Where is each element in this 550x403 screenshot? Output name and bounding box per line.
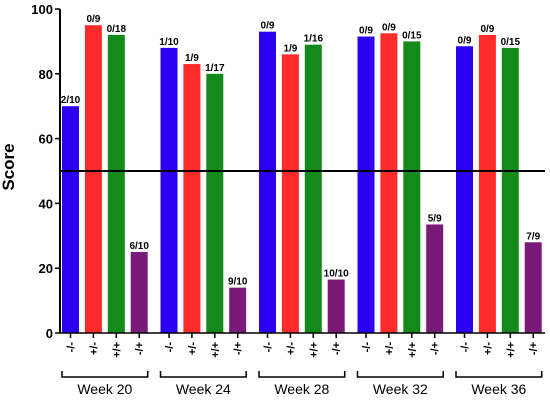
bar-label-5-1: 0/9	[458, 35, 472, 46]
bar-1-3	[107, 34, 125, 334]
group-bracket-3	[258, 371, 346, 378]
category-label-2-1: -/-	[164, 342, 176, 353]
category-label-5-3: +/+	[505, 342, 517, 358]
group-label-5: Week 36	[471, 381, 526, 397]
y-tick-label-80: 80	[39, 67, 53, 82]
category-label-4-3: +/+	[407, 342, 419, 358]
bar-label-3-2: 1/9	[283, 43, 297, 54]
bar-label-3-3: 1/16	[304, 34, 324, 45]
category-label-3-4: -/+	[331, 342, 343, 355]
bar-1-4	[130, 252, 148, 333]
bar-label-5-2: 0/9	[480, 24, 494, 35]
bar-label-2-3: 1/17	[205, 63, 225, 74]
bar-1-2	[84, 25, 102, 333]
bar-label-2-1: 1/10	[159, 37, 179, 48]
y-tick-label-40: 40	[39, 196, 53, 211]
category-label-4-2: +/-	[384, 342, 396, 355]
group-bracket-4	[356, 371, 444, 378]
category-label-5-2: +/-	[482, 342, 494, 355]
bar-label-4-2: 0/9	[382, 22, 396, 33]
category-label-1-3: +/+	[111, 342, 123, 358]
group-labels: Week 20 Week 24 Week 28 Week 32 Week 36	[61, 371, 543, 397]
bar-4-1	[357, 36, 375, 333]
axes: 0 20 40 60 80 100	[31, 2, 545, 341]
bar-5-2	[478, 34, 496, 334]
category-label-4-1: -/-	[361, 342, 373, 353]
category-label-5-1: -/-	[460, 342, 472, 353]
category-label-1-2: +/-	[88, 342, 100, 355]
category-label-3-2: +/-	[285, 342, 297, 355]
y-tick-label-100: 100	[31, 2, 53, 17]
bar-label-3-4: 10/10	[324, 269, 349, 280]
bars	[62, 25, 542, 334]
bar-5-1	[456, 46, 473, 333]
bar-label-4-4: 5/9	[428, 213, 442, 224]
y-tick-label-60: 60	[39, 132, 53, 147]
bar-label-3-1: 0/9	[261, 21, 275, 32]
bar-5-4	[524, 242, 542, 333]
bar-5-3	[501, 47, 519, 333]
bar-labels: 2/10 0/9 0/18 6/10 1/10 1/9 1/17 9/10 0/9 1/9 1/16…	[61, 14, 541, 287]
bar-label-1-2: 0/9	[86, 14, 100, 25]
bar-label-2-2: 1/9	[185, 53, 199, 64]
bar-2-4	[229, 287, 247, 333]
bar-label-1-4: 6/10	[129, 241, 149, 252]
bar-label-4-3: 0/15	[402, 30, 422, 41]
bar-4-2	[380, 33, 398, 334]
bar-3-2	[281, 54, 299, 334]
bar-label-5-3: 0/15	[501, 37, 521, 48]
category-label-2-3: +/+	[210, 342, 222, 358]
bar-3-3	[304, 44, 322, 333]
category-label-4-4: -/+	[430, 342, 442, 355]
bar-2-1	[160, 47, 178, 333]
y-tick-label-20: 20	[39, 261, 53, 276]
category-labels: -/- +/- +/+ -/+ -/- +/- +/+ -/+ -/- +/- +/+ -/+ -/- +…	[66, 342, 541, 358]
category-label-2-4: -/+	[233, 342, 245, 355]
bar-3-4	[327, 279, 345, 333]
category-label-3-1: -/-	[263, 342, 275, 353]
group-bracket-1	[61, 371, 149, 378]
bar-label-5-4: 7/9	[526, 231, 540, 242]
y-tick-label-0: 0	[46, 326, 53, 341]
bar-label-4-1: 0/9	[359, 26, 373, 37]
category-label-3-3: +/+	[308, 342, 320, 358]
group-label-4: Week 32	[373, 381, 428, 397]
bar-4-3	[403, 41, 421, 334]
group-bracket-5	[455, 371, 543, 378]
group-label-1: Week 20	[77, 381, 132, 397]
bar-1-1	[62, 106, 79, 333]
y-axis-title: Score	[0, 143, 18, 190]
category-label-5-4: -/+	[528, 342, 540, 355]
category-label-1-1: -/-	[66, 342, 78, 353]
group-label-2: Week 24	[176, 381, 231, 397]
bar-label-1-1: 2/10	[61, 95, 81, 106]
bar-4-4	[426, 224, 444, 333]
bar-label-1-3: 0/18	[107, 24, 127, 35]
bar-label-2-4: 9/10	[228, 277, 248, 288]
category-label-2-2: +/-	[187, 342, 199, 355]
group-label-3: Week 28	[274, 381, 329, 397]
bar-2-3	[206, 73, 224, 334]
bar-2-2	[183, 64, 201, 333]
bar-3-1	[259, 31, 276, 334]
group-bracket-2	[159, 371, 247, 378]
category-label-1-4: -/+	[134, 342, 146, 355]
